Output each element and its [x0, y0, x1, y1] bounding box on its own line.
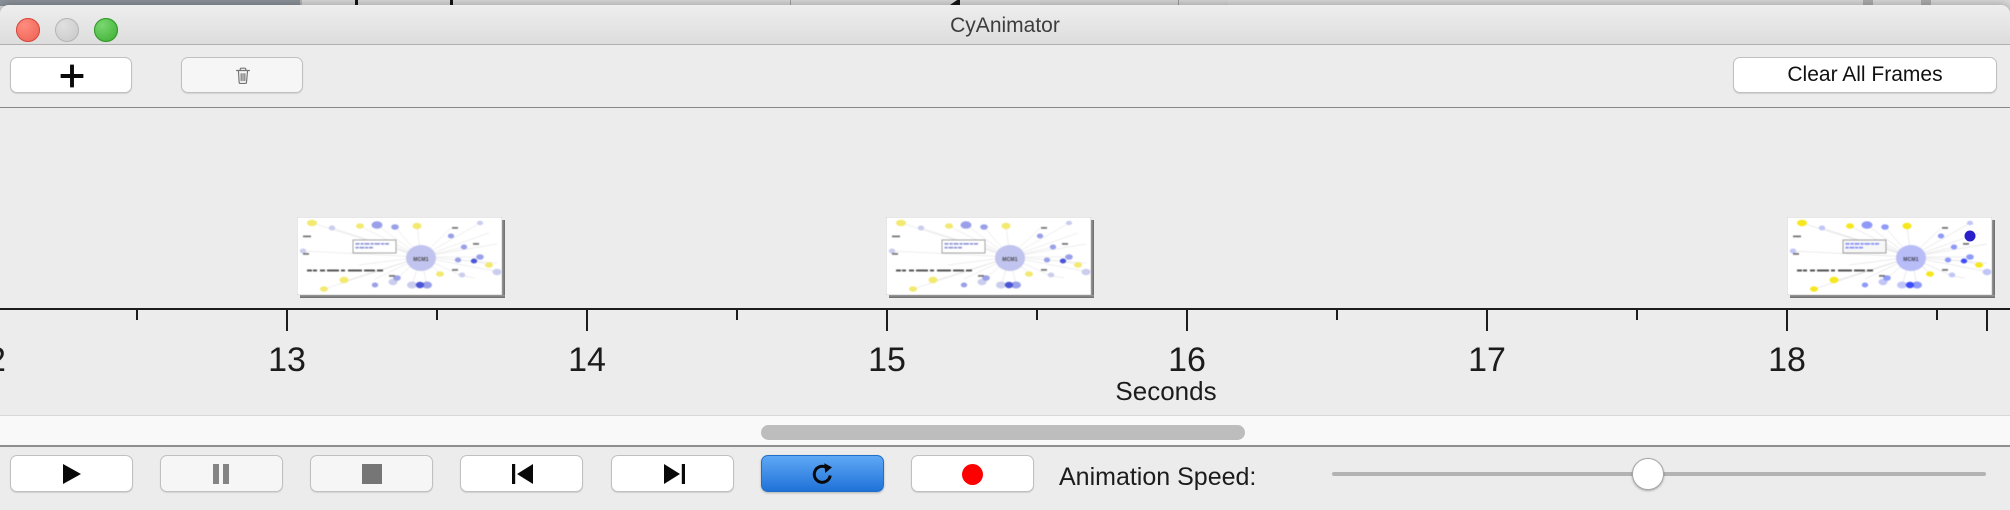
svg-text:15: 15 — [868, 341, 906, 376]
svg-text:13: 13 — [268, 341, 306, 376]
svg-text:12: 12 — [0, 341, 6, 376]
svg-text:17: 17 — [1468, 341, 1506, 376]
svg-text:18: 18 — [1768, 341, 1806, 376]
svg-text:14: 14 — [568, 341, 606, 376]
svg-text:16: 16 — [1168, 341, 1206, 376]
